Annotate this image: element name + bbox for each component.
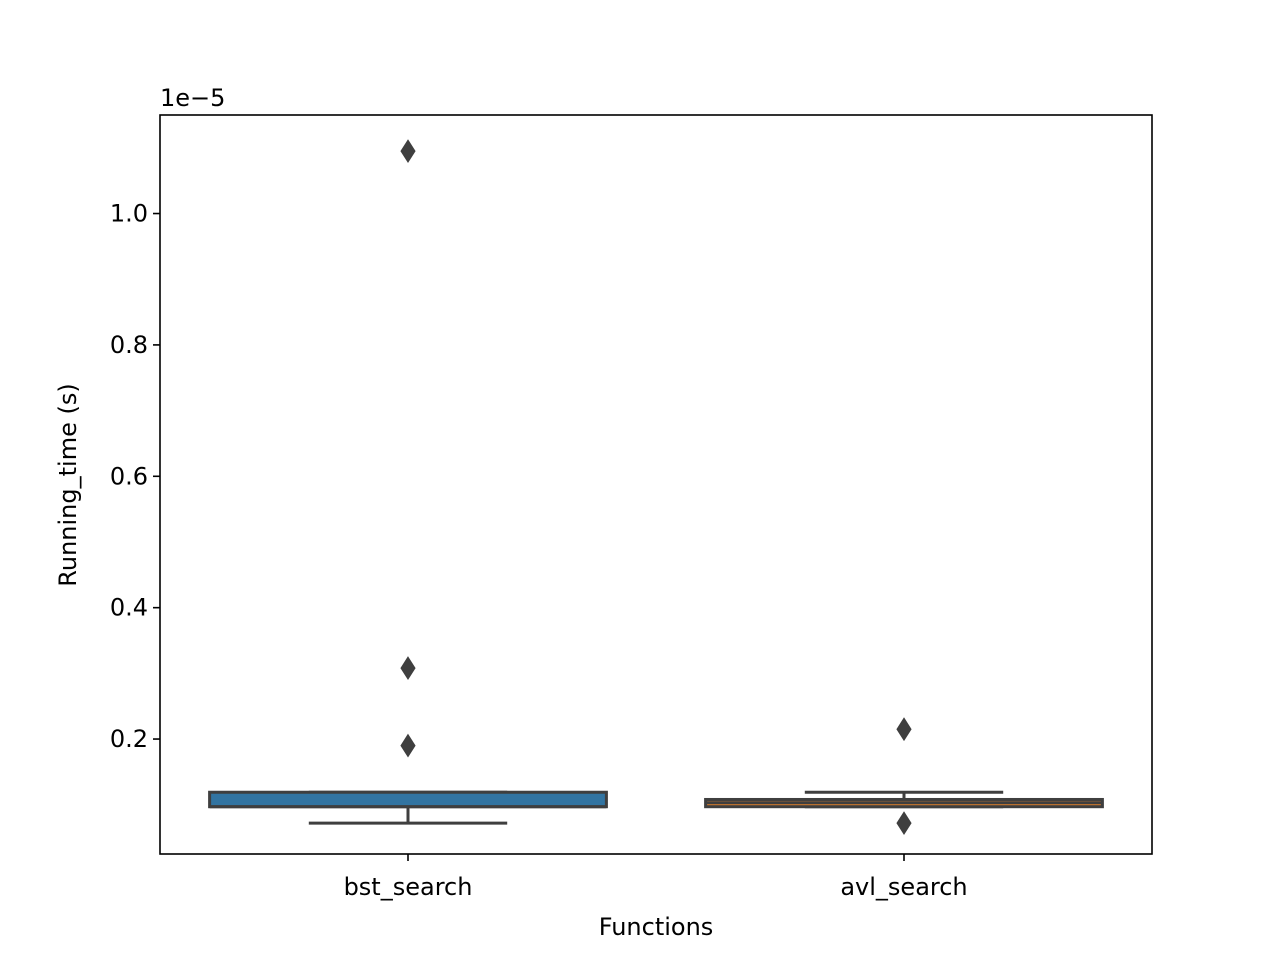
y-tick-label: 0.4: [110, 594, 148, 622]
outlier-point: [896, 811, 912, 836]
axes-frame: [159, 114, 1153, 855]
outlier-point: [400, 656, 416, 681]
plot-area: [208, 139, 1104, 836]
outlier-point: [400, 139, 416, 164]
outlier-point: [896, 717, 912, 742]
y-tick-label: 0.6: [110, 462, 148, 490]
y-scale-offset-label: 1e−5: [160, 84, 225, 112]
box-group-bst_search: [208, 139, 608, 825]
y-tick-label: 0.8: [110, 331, 148, 359]
x-axis-title: Functions: [599, 913, 714, 941]
iqr-box: [208, 790, 608, 809]
x-tick-label: avl_search: [840, 873, 967, 901]
y-tick-label: 1.0: [110, 200, 148, 228]
x-tick-label: bst_search: [344, 873, 473, 901]
outlier-point: [400, 733, 416, 758]
x-axis: bst_search avl_search: [344, 854, 968, 901]
box-group-avl_search: [704, 717, 1104, 836]
y-tick-label: 0.2: [110, 725, 148, 753]
y-axis-title: Running_time (s): [54, 383, 82, 586]
y-axis: 0.2 0.4 0.6 0.8 1.0: [110, 200, 160, 753]
